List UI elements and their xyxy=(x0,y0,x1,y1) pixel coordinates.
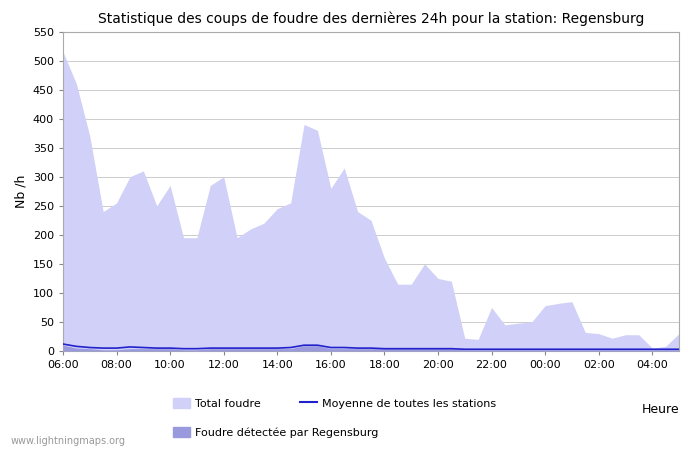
Legend: Foudre détectée par Regensburg: Foudre détectée par Regensburg xyxy=(174,427,379,437)
Text: Heure: Heure xyxy=(641,403,679,416)
Title: Statistique des coups de foudre des dernières 24h pour la station: Regensburg: Statistique des coups de foudre des dern… xyxy=(98,12,644,26)
Y-axis label: Nb /h: Nb /h xyxy=(14,175,27,208)
Text: www.lightningmaps.org: www.lightningmaps.org xyxy=(10,436,125,446)
